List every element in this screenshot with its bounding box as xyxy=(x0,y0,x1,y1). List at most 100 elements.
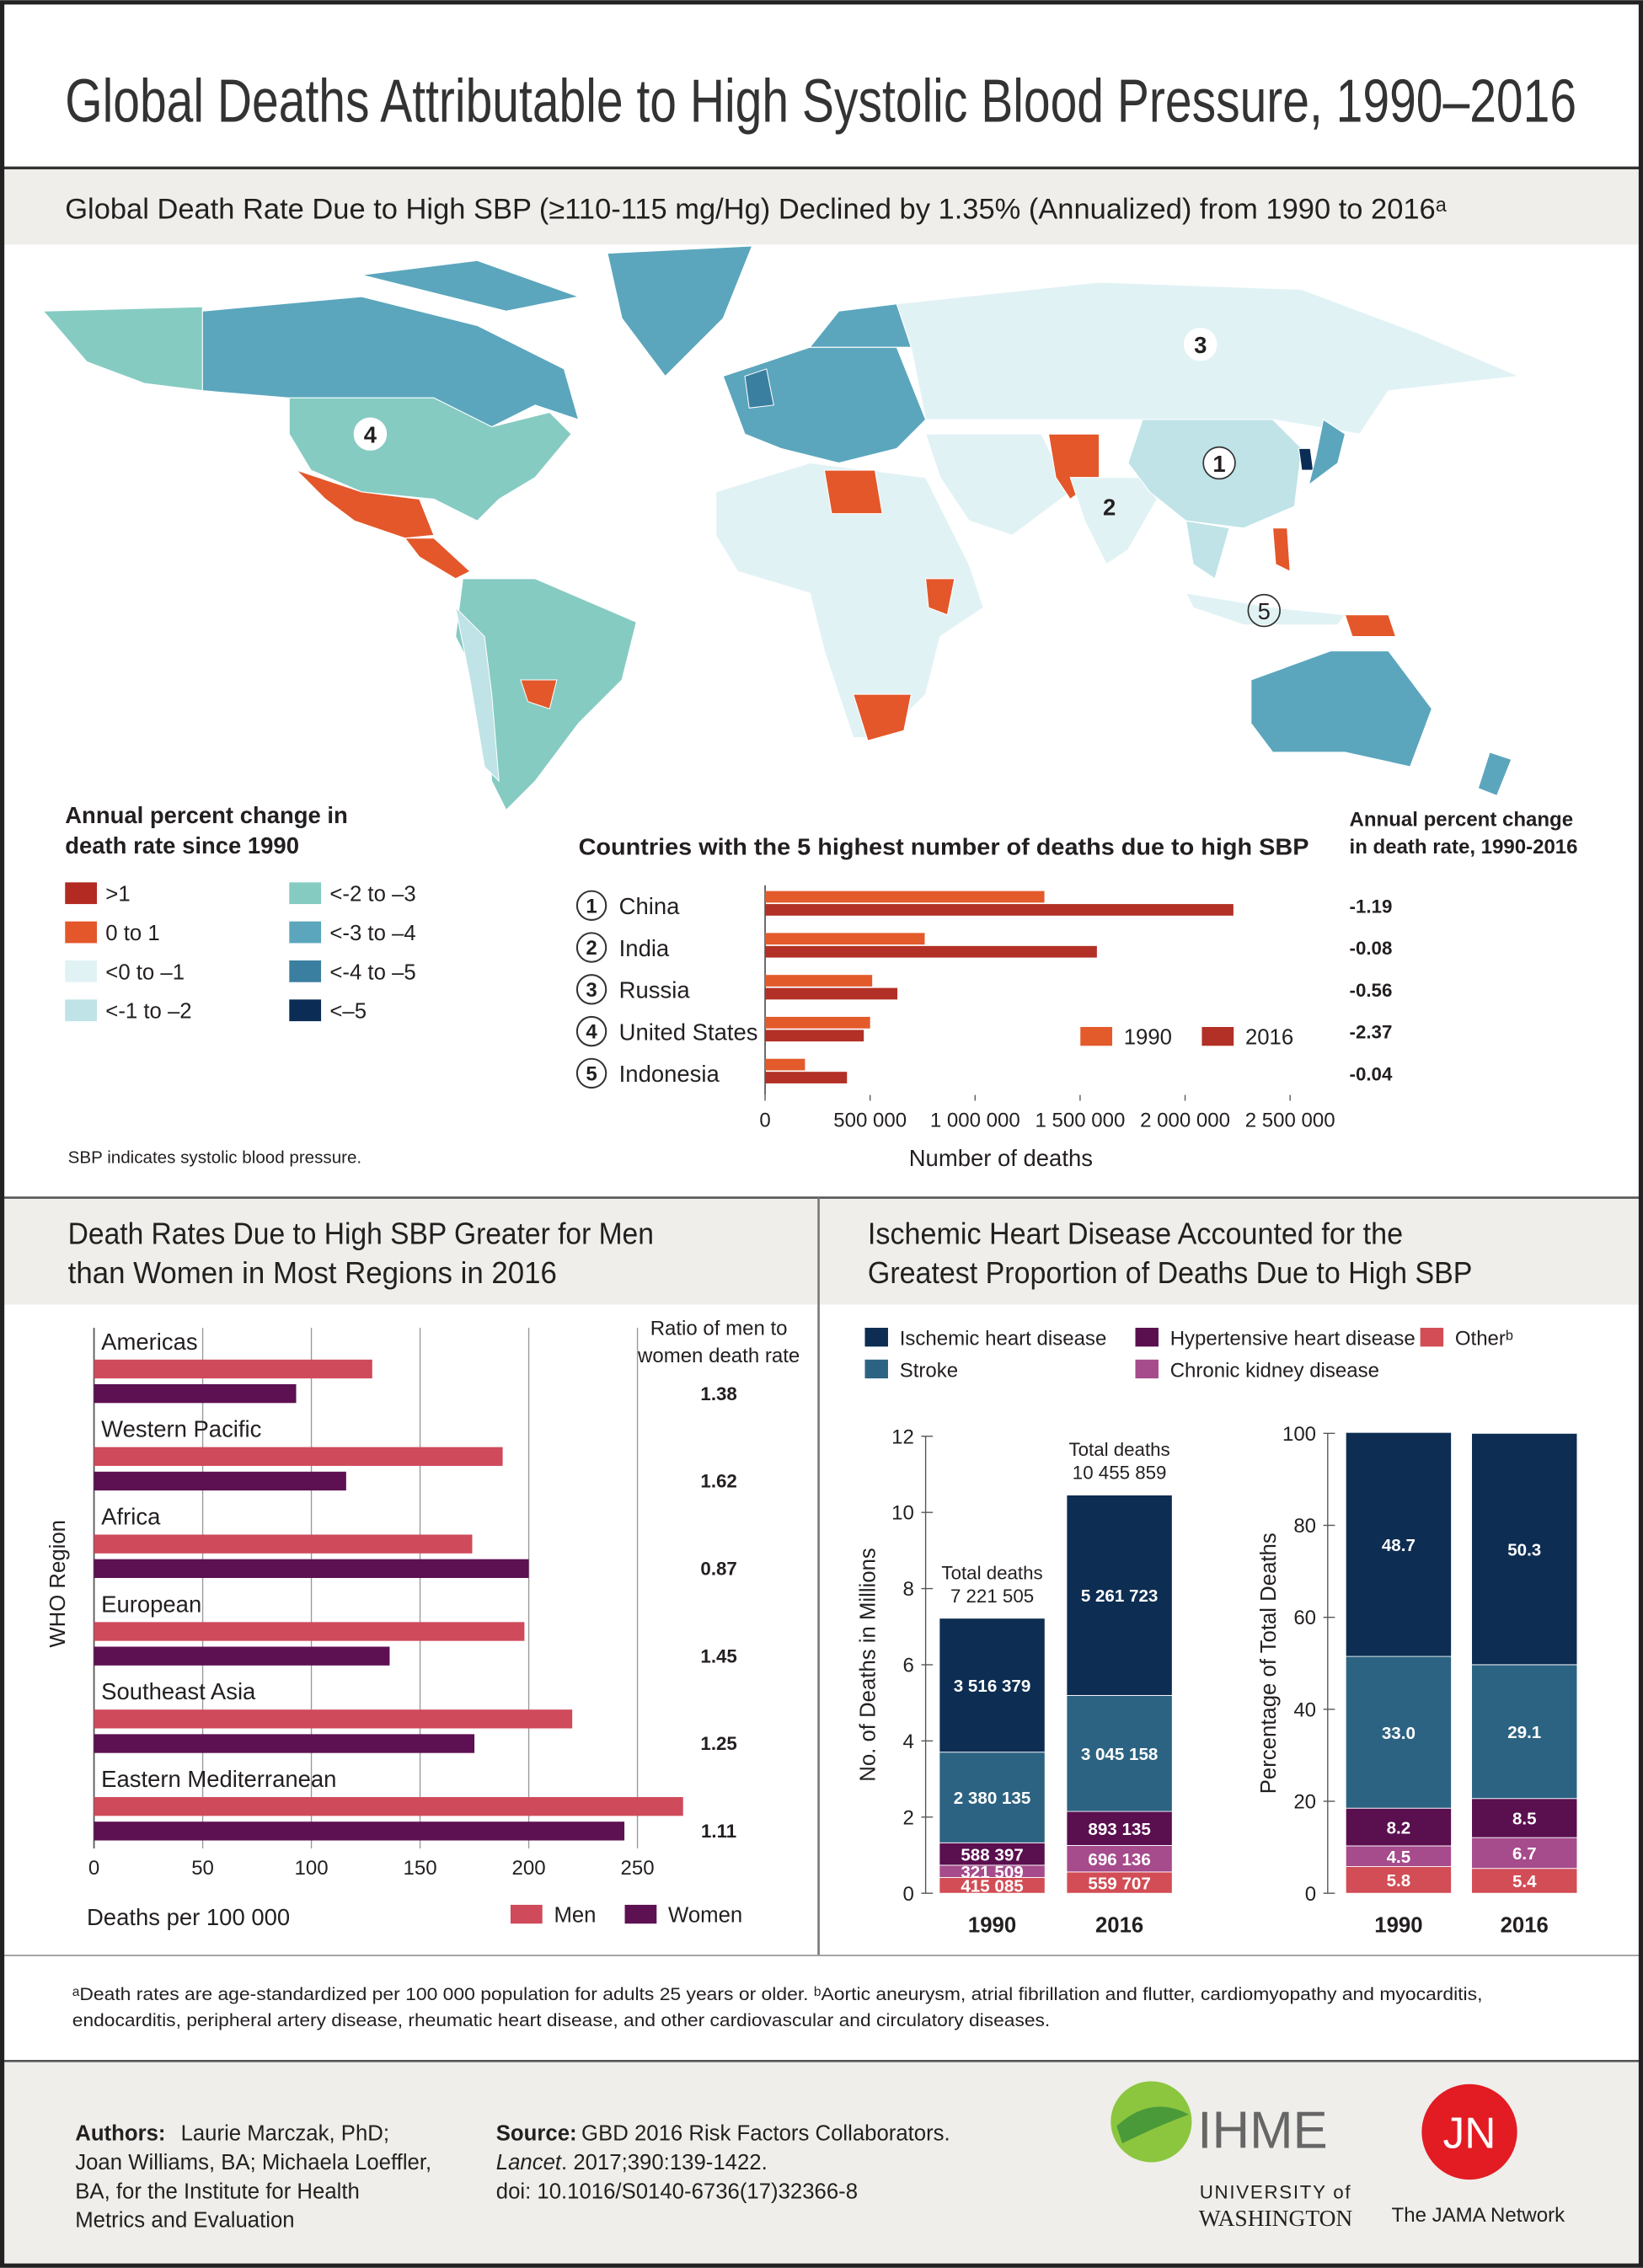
legend-label: Stroke xyxy=(900,1359,958,1382)
footnote: ᵃDeath rates are age-standardized per 10… xyxy=(72,1984,1483,2004)
legend-swatch xyxy=(65,921,98,944)
bar xyxy=(765,945,1097,958)
data-label: 559 707 xyxy=(1088,1874,1150,1893)
y-axis-label: Percentage of Total Deaths xyxy=(1257,1533,1281,1794)
x-tick-label: 100 xyxy=(295,1857,329,1880)
map-region xyxy=(1298,447,1314,471)
legend-label: <0 to –1 xyxy=(105,960,185,984)
total-title: Total deaths xyxy=(941,1562,1042,1583)
citation: Lancet. 2017;390:139-1422. xyxy=(496,2151,768,2174)
bar xyxy=(765,1058,805,1071)
journal: Lancet xyxy=(496,2151,563,2174)
bar xyxy=(94,1797,683,1816)
map-region xyxy=(853,693,912,741)
authors: Joan Williams, BA; Michaela Loeffler, xyxy=(75,2151,431,2174)
bar-segment xyxy=(1345,1431,1452,1657)
bar xyxy=(765,975,873,987)
map-region xyxy=(744,368,774,409)
legend-swatch xyxy=(65,882,98,905)
jama-network: The JAMA Network xyxy=(1392,2204,1566,2227)
x-tick-label: 0 xyxy=(88,1857,99,1880)
column-value: 1.45 xyxy=(700,1645,736,1666)
map-region xyxy=(361,259,581,312)
map-region xyxy=(201,296,580,428)
legend-swatch xyxy=(65,960,98,982)
legend-swatch xyxy=(289,960,322,982)
authors: BA, for the Institute for Health xyxy=(75,2180,360,2203)
rank-label: 3 xyxy=(586,979,597,1002)
y-tick-label: 10 xyxy=(891,1502,914,1525)
map-region xyxy=(42,306,203,392)
legend-swatch xyxy=(1080,1026,1113,1046)
bar-segment xyxy=(1471,1432,1578,1666)
data-label: 33.0 xyxy=(1382,1724,1416,1743)
column-value: -0.56 xyxy=(1350,980,1393,1001)
x-tick-label: 2016 xyxy=(1095,1914,1143,1938)
x-tick-label: 1 500 000 xyxy=(1035,1109,1125,1131)
total-title: Total deaths xyxy=(1068,1439,1169,1460)
bar xyxy=(94,1383,297,1404)
map-region xyxy=(1185,520,1230,580)
legend-swatch xyxy=(1201,1026,1234,1046)
y-axis-label: WHO Region xyxy=(46,1520,70,1648)
map-marker xyxy=(1183,328,1218,361)
legend-swatch xyxy=(510,1904,543,1924)
bar xyxy=(765,1072,848,1083)
x-tick-label: 200 xyxy=(512,1857,546,1880)
bar xyxy=(94,1447,503,1466)
y-tick-label: 20 xyxy=(1293,1791,1316,1814)
legend-label: <-4 to –5 xyxy=(329,960,415,984)
map-region xyxy=(296,469,435,539)
category-label: United States xyxy=(619,1019,758,1045)
x-tick-label: 1 000 000 xyxy=(930,1109,1020,1131)
rank-label: 2 xyxy=(586,937,597,960)
map-region xyxy=(607,245,753,377)
y-tick-label: 0 xyxy=(1305,1883,1316,1906)
column-value: -0.08 xyxy=(1350,938,1393,959)
data-label: 5 261 723 xyxy=(1081,1586,1159,1606)
y-tick-label: 6 xyxy=(902,1655,913,1677)
category-label: European xyxy=(101,1591,201,1617)
authors: Metrics and Evaluation xyxy=(75,2209,294,2233)
bar xyxy=(94,1709,573,1729)
chart-title: Countries with the 5 highest number of d… xyxy=(579,834,1309,860)
category-label: Americas xyxy=(101,1329,197,1355)
bar-segment xyxy=(1345,1845,1452,1867)
column-value: 0.87 xyxy=(700,1559,736,1580)
column-value: -0.04 xyxy=(1350,1063,1393,1084)
category-label: Eastern Mediterranean xyxy=(101,1766,336,1792)
map-marker xyxy=(353,417,388,451)
y-tick-label: 8 xyxy=(902,1578,913,1601)
column-value: 1.25 xyxy=(700,1733,736,1754)
x-tick-label: 500 000 xyxy=(833,1109,907,1131)
bar-segment xyxy=(1066,1871,1173,1894)
legend-swatch xyxy=(1420,1328,1444,1347)
map-region xyxy=(520,679,558,709)
authors: Laurie Marczak, PhD; xyxy=(181,2122,389,2146)
bar-segment xyxy=(1471,1837,1578,1869)
column-value: -2.37 xyxy=(1350,1022,1393,1043)
x-tick-label: 2 000 000 xyxy=(1140,1109,1230,1131)
legend-label: 1990 xyxy=(1124,1026,1172,1050)
bar xyxy=(94,1471,346,1491)
main-title: Global Deaths Attributable to High Systo… xyxy=(65,67,1576,135)
y-tick-label: 80 xyxy=(1293,1515,1316,1538)
category-label: India xyxy=(619,935,670,961)
bar xyxy=(765,987,898,1000)
column-title: women death rate xyxy=(637,1345,800,1367)
column-value: -1.19 xyxy=(1350,896,1393,917)
jn-logo xyxy=(1421,2083,1517,2180)
legend-swatch xyxy=(1135,1359,1159,1379)
map-region xyxy=(1308,419,1346,486)
rank-label: 1 xyxy=(586,895,597,917)
legend-label: 0 to 1 xyxy=(105,922,159,945)
bar xyxy=(94,1646,390,1666)
y-tick-label: 40 xyxy=(1293,1698,1316,1721)
map-region xyxy=(454,606,500,783)
data-label: 5.8 xyxy=(1387,1871,1411,1891)
map-region xyxy=(1477,752,1512,796)
bar-segment xyxy=(1471,1664,1578,1800)
data-label: 5.4 xyxy=(1512,1872,1537,1891)
note: SBP indicates systolic blood pressure. xyxy=(68,1147,361,1167)
